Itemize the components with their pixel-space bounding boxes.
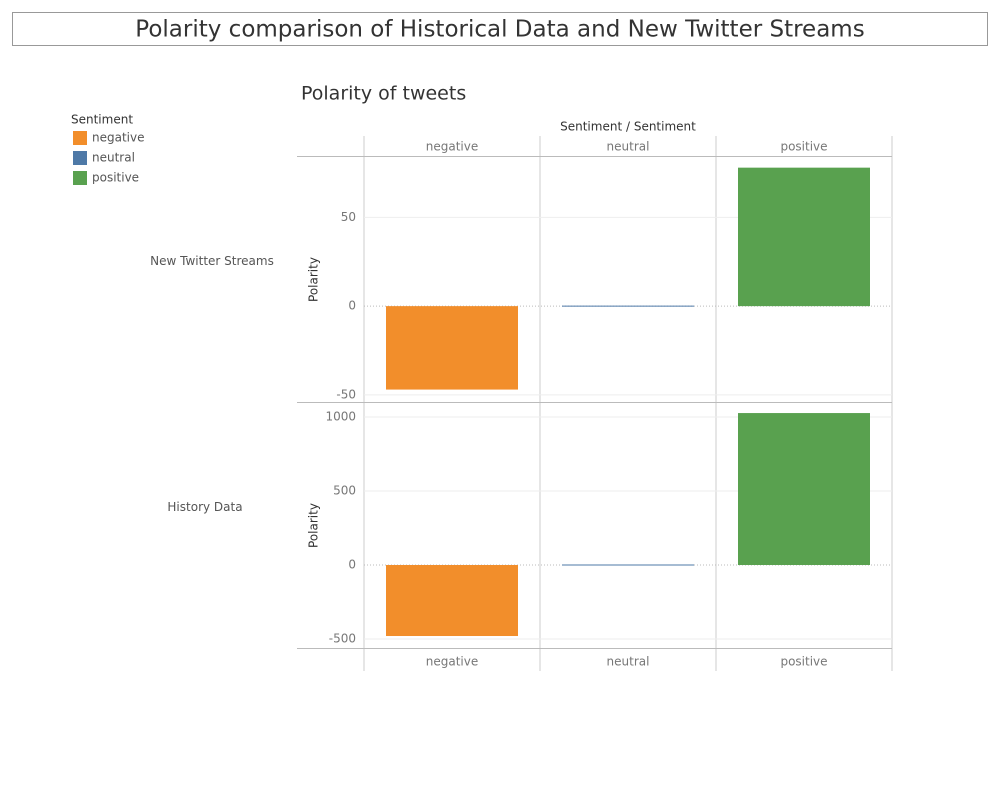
column-label: positive — [780, 140, 827, 154]
bar — [562, 564, 694, 566]
x-tick-label: negative — [426, 655, 478, 669]
y-axis-title: Polarity — [307, 257, 321, 302]
legend-swatch — [73, 171, 87, 185]
column-label: negative — [426, 140, 478, 154]
x-tick-label: neutral — [607, 655, 650, 669]
y-tick-label: 0 — [348, 558, 356, 572]
bar — [386, 565, 518, 637]
y-tick-label: 1000 — [325, 410, 356, 424]
row-label: History Data — [167, 500, 242, 514]
legend-label: neutral — [92, 151, 135, 165]
column-label: neutral — [607, 140, 650, 154]
bar — [738, 413, 870, 566]
y-tick-label: 500 — [333, 484, 356, 498]
legend-swatch — [73, 131, 87, 145]
y-axis-title: Polarity — [307, 503, 321, 548]
bar — [738, 167, 870, 307]
bar — [386, 306, 518, 390]
legend-title: Sentiment — [71, 113, 133, 127]
legend-label: negative — [92, 131, 144, 145]
legend-swatch — [73, 151, 87, 165]
row-label: New Twitter Streams — [150, 254, 274, 268]
column-header: Sentiment / Sentiment — [560, 120, 696, 134]
dashboard-title: Polarity comparison of Historical Data a… — [135, 17, 864, 43]
x-tick-label: positive — [780, 655, 827, 669]
y-tick-label: 0 — [348, 299, 356, 313]
title-box — [12, 12, 988, 46]
y-tick-label: -500 — [329, 631, 356, 645]
bar — [562, 305, 694, 307]
legend-label: positive — [92, 171, 139, 185]
y-tick-label: -50 — [336, 387, 356, 401]
y-tick-label: 50 — [341, 210, 356, 224]
chart-title: Polarity of tweets — [301, 83, 466, 105]
